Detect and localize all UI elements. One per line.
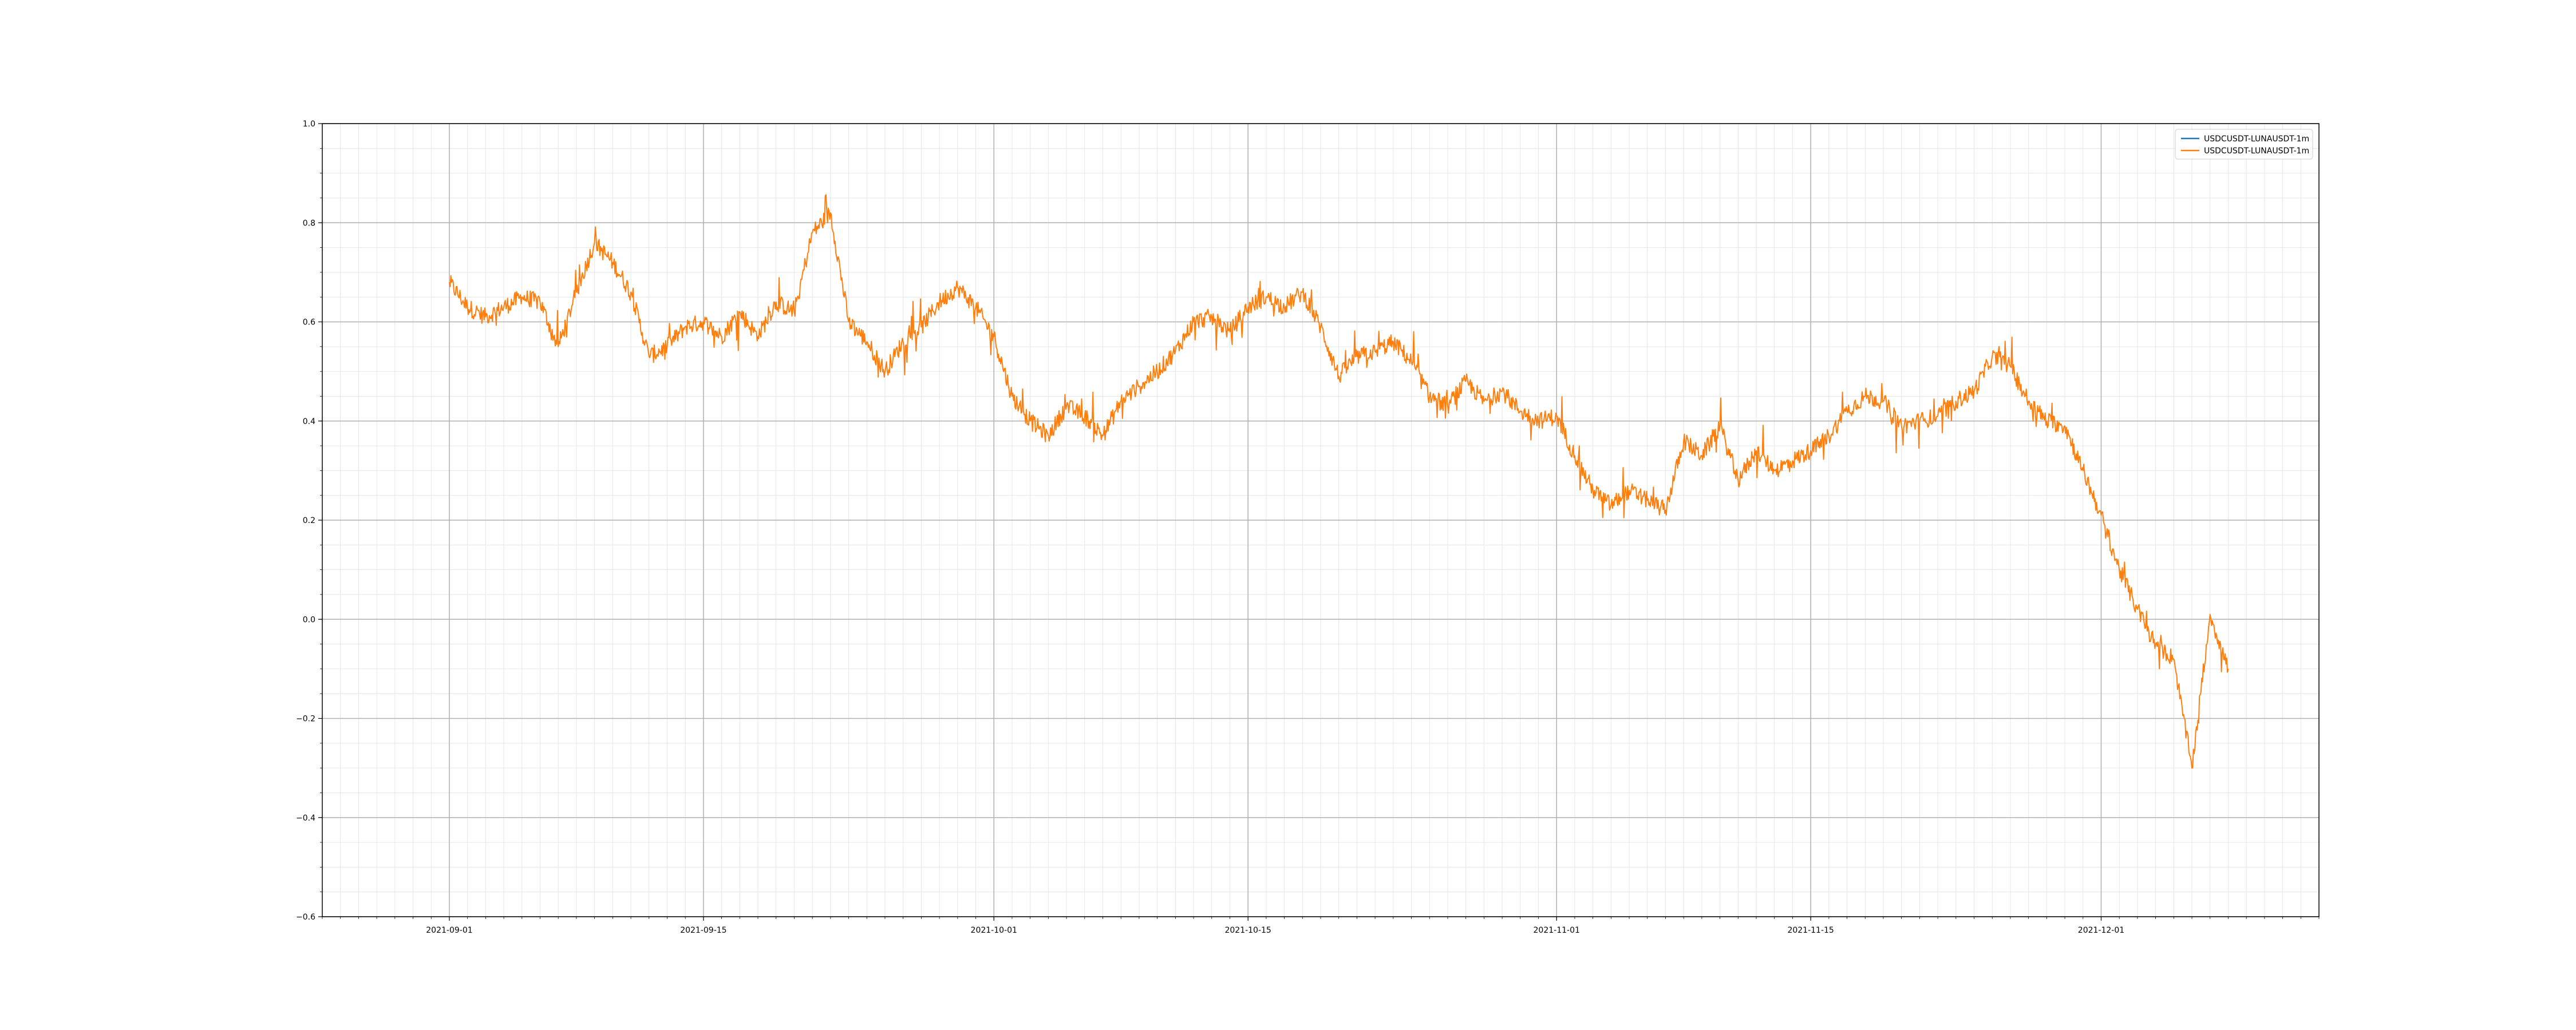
- y-tick-label: 0.0: [303, 615, 315, 624]
- x-tick-label: 2021-11-01: [1534, 926, 1580, 935]
- y-axis: −0.6 −0.4 −0.2 0.0 0.2 0.4 0.6 0.8 1.0: [296, 120, 322, 922]
- y-tick-label: −0.4: [296, 814, 315, 823]
- x-tick-label: 2021-10-01: [971, 926, 1017, 935]
- y-tick-label: 0.4: [303, 417, 315, 426]
- series-layer: [449, 194, 2229, 769]
- y-tick-label: 1.0: [303, 120, 315, 129]
- legend: USDCUSDT-LUNAUSDT-1m USDCUSDT-LUNAUSDT-1m: [2175, 129, 2313, 160]
- y-tick-label: 0.6: [303, 318, 315, 327]
- legend-box: [2175, 129, 2313, 160]
- y-tick-label: 0.2: [303, 516, 315, 525]
- x-tick-label: 2021-12-01: [2078, 926, 2124, 935]
- x-tick-label: 2021-09-15: [680, 926, 726, 935]
- x-tick-label: 2021-09-01: [426, 926, 472, 935]
- x-tick-label: 2021-10-15: [1224, 926, 1271, 935]
- x-tick-label: 2021-11-15: [1787, 926, 1834, 935]
- legend-label: USDCUSDT-LUNAUSDT-1m: [2204, 134, 2309, 144]
- x-axis: 2021-09-01 2021-09-15 2021-10-01 2021-10-15…: [322, 917, 2320, 935]
- series-line-2: [449, 194, 2229, 769]
- y-tick-label: −0.2: [296, 715, 315, 724]
- y-tick-label: −0.6: [296, 913, 315, 922]
- y-tick-label: 0.8: [303, 219, 315, 228]
- legend-label: USDCUSDT-LUNAUSDT-1m: [2204, 146, 2309, 156]
